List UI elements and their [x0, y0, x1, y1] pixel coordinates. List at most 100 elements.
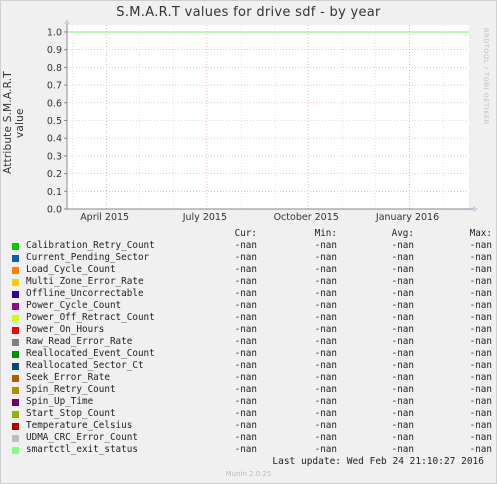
legend-series-name: Power_Cycle_Count — [26, 300, 122, 311]
legend-value-avg: -nan — [391, 336, 414, 347]
y-tick-label: 0.3 — [47, 151, 62, 162]
legend-series-name: Reallocated_Event_Count — [26, 348, 155, 359]
legend-value-avg: -nan — [391, 240, 414, 251]
legend-value-min: -nan — [314, 336, 337, 347]
legend-value-min: -nan — [314, 396, 337, 407]
legend-value-max: -nan — [469, 252, 492, 263]
y-tick-label: 1.0 — [47, 28, 62, 39]
legend-value-cur: -nan — [234, 384, 257, 395]
legend-value-avg: -nan — [391, 312, 414, 323]
legend-value-min: -nan — [314, 276, 337, 287]
legend-value-cur: -nan — [234, 276, 257, 287]
legend-swatch — [12, 291, 19, 298]
legend-value-max: -nan — [469, 336, 492, 347]
legend-swatch — [12, 315, 19, 322]
legend-row: Reallocated_Event_Count -nan -nan -nan -nan — [12, 348, 492, 360]
y-tick-label: 0.6 — [47, 98, 62, 109]
legend-value-max: -nan — [469, 324, 492, 335]
legend-header-avg: Avg: — [391, 228, 414, 239]
legend-value-cur: -nan — [234, 420, 257, 431]
legend-value-avg: -nan — [391, 288, 414, 299]
legend-value-cur: -nan — [234, 252, 257, 263]
legend-value-avg: -nan — [391, 360, 414, 371]
legend-swatch — [12, 279, 19, 286]
legend-value-min: -nan — [314, 252, 337, 263]
legend-value-min: -nan — [314, 420, 337, 431]
legend-row: Offline_Uncorrectable -nan -nan -nan -nan — [12, 288, 492, 300]
legend-value-avg: -nan — [391, 276, 414, 287]
legend-value-avg: -nan — [391, 420, 414, 431]
legend-value-cur: -nan — [234, 324, 257, 335]
chart-area: 0.0 0.1 0.2 0.3 0.4 0.5 0.6 0.7 0.8 0.9 1.0 April … — [47, 19, 478, 223]
axes — [64, 19, 478, 212]
legend-series-name: Offline_Uncorrectable — [26, 288, 144, 299]
last-update-text: Last update: Wed Feb 24 21:10:27 2016 — [272, 456, 484, 467]
legend-value-max: -nan — [469, 288, 492, 299]
legend-series-name: Spin_Up_Time — [26, 396, 94, 407]
legend-header-row: Cur: Min: Avg: Max: — [12, 228, 492, 240]
legend-row: Temperature_Celsius -nan -nan -nan -nan — [12, 420, 492, 432]
legend-value-min: -nan — [314, 312, 337, 323]
legend-row: smartctl_exit_status -nan -nan -nan -nan — [12, 444, 492, 456]
legend-row: Load_Cycle_Count -nan -nan -nan -nan — [12, 264, 492, 276]
legend-swatch — [12, 327, 19, 334]
legend-value-max: -nan — [469, 312, 492, 323]
legend-swatch — [12, 423, 19, 430]
legend-value-min: -nan — [314, 360, 337, 371]
legend-row: Seek_Error_Rate -nan -nan -nan -nan — [12, 372, 492, 384]
legend-value-cur: -nan — [234, 396, 257, 407]
y-tick-label: 0.1 — [47, 187, 62, 198]
legend-value-cur: -nan — [234, 372, 257, 383]
legend-value-min: -nan — [314, 240, 337, 251]
legend-value-cur: -nan — [234, 444, 257, 455]
legend-value-max: -nan — [469, 264, 492, 275]
legend-swatch — [12, 363, 19, 370]
y-axis-arrow — [64, 19, 70, 24]
y-tick-labels: 0.0 0.1 0.2 0.3 0.4 0.5 0.6 0.7 0.8 0.9 1.0 — [47, 28, 62, 216]
legend-value-cur: -nan — [234, 408, 257, 419]
legend-value-min: -nan — [314, 444, 337, 455]
x-tick-label: October 2015 — [274, 212, 339, 223]
legend-series-name: Temperature_Celsius — [26, 420, 133, 431]
legend-swatch — [12, 255, 19, 262]
legend-swatch — [12, 375, 19, 382]
x-tick-label: July 2015 — [182, 212, 227, 223]
legend-value-cur: -nan — [234, 240, 257, 251]
legend-value-cur: -nan — [234, 300, 257, 311]
x-axis-arrow — [473, 206, 478, 212]
legend-value-cur: -nan — [234, 264, 257, 275]
legend-series-name: Multi_Zone_Error_Rate — [26, 276, 144, 287]
legend-value-cur: -nan — [234, 432, 257, 443]
legend-row: Multi_Zone_Error_Rate -nan -nan -nan -nan — [12, 276, 492, 288]
legend-series-name: Reallocated_Sector_Ct — [26, 360, 144, 371]
legend-value-avg: -nan — [391, 324, 414, 335]
legend-value-max: -nan — [469, 276, 492, 287]
legend-swatch — [12, 387, 19, 394]
legend-series-name: Start_Stop_Count — [26, 408, 116, 419]
y-tick-label: 0.9 — [47, 45, 62, 56]
y-tick-label: 0.7 — [47, 81, 62, 92]
legend-series-name: Current_Pending_Sector — [26, 252, 150, 263]
y-tick-label: 0.4 — [47, 134, 62, 145]
legend-header-cur: Cur: — [234, 228, 257, 239]
plot-background — [67, 25, 469, 209]
legend-value-avg: -nan — [391, 432, 414, 443]
legend-value-min: -nan — [314, 300, 337, 311]
y-tick-label: 0.8 — [47, 63, 62, 74]
legend-series-name: Spin_Retry_Count — [26, 384, 116, 395]
legend-row: Reallocated_Sector_Ct -nan -nan -nan -nan — [12, 360, 492, 372]
legend-rows: Calibration_Retry_Count -nan -nan -nan -nan C… — [12, 240, 492, 456]
legend-value-avg: -nan — [391, 372, 414, 383]
legend-value-min: -nan — [314, 348, 337, 359]
chart-title: S.M.A.R.T values for drive sdf - by year — [116, 5, 381, 20]
legend-swatch — [12, 411, 19, 418]
legend-value-min: -nan — [314, 324, 337, 335]
legend-value-max: -nan — [469, 348, 492, 359]
legend-value-max: -nan — [469, 372, 492, 383]
legend-series-name: UDMA_CRC_Error_Count — [26, 432, 138, 443]
legend-series-name: smartctl_exit_status — [26, 444, 138, 455]
legend-value-min: -nan — [314, 264, 337, 275]
y-tick-label: 0.2 — [47, 169, 62, 180]
legend-swatch — [12, 303, 19, 310]
legend-row: Spin_Retry_Count -nan -nan -nan -nan — [12, 384, 492, 396]
